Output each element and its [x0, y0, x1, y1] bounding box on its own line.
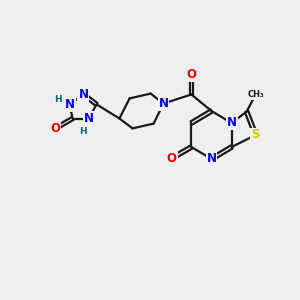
Text: H: H: [79, 127, 86, 136]
Text: N: N: [83, 112, 94, 125]
Text: N: N: [206, 152, 217, 166]
Text: CH₃: CH₃: [247, 90, 264, 99]
Text: O: O: [50, 122, 61, 135]
Text: N: N: [78, 88, 88, 101]
Text: H: H: [54, 94, 61, 103]
Text: N: N: [158, 97, 169, 110]
Text: S: S: [251, 128, 260, 142]
Text: N: N: [64, 98, 75, 111]
Text: O: O: [167, 152, 177, 165]
Text: N: N: [226, 116, 237, 130]
Text: O: O: [186, 68, 197, 81]
